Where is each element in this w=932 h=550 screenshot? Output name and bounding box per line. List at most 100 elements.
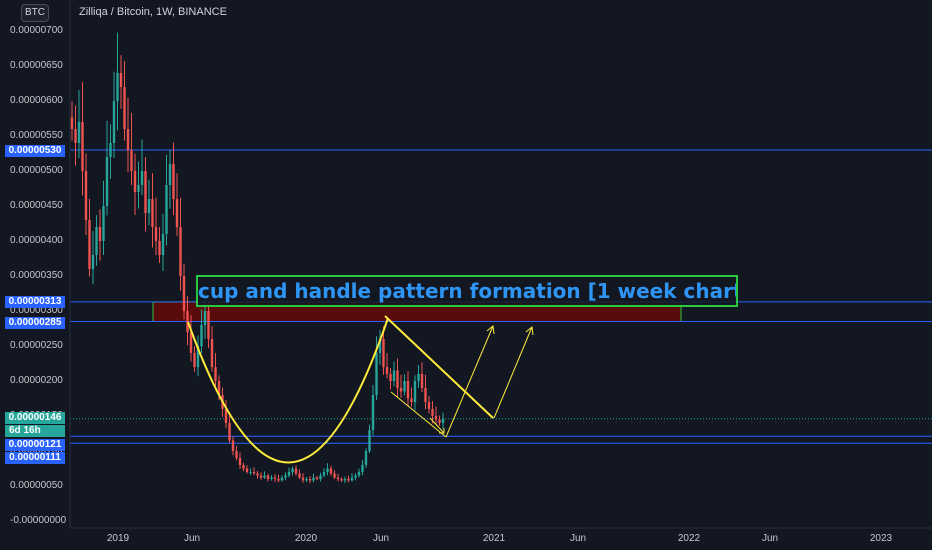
y-tick-label: 0.00000450 (10, 200, 63, 211)
candle-body (140, 171, 144, 185)
candle-body (119, 73, 123, 87)
candle-body (130, 150, 133, 171)
candle-body (91, 255, 95, 269)
candle-body (214, 367, 217, 381)
candle-body (70, 117, 74, 129)
x-tick-label: Jun (372, 533, 390, 544)
candle-body (179, 227, 182, 276)
candle-body (228, 423, 231, 441)
candle-body (389, 374, 392, 381)
candle-body (81, 122, 84, 171)
candle-body (427, 402, 431, 409)
candle-body (294, 468, 298, 474)
candle-body (375, 353, 378, 395)
candle-body (280, 477, 284, 481)
candle-body (84, 171, 88, 220)
candle-body (224, 409, 228, 423)
candle-body (266, 475, 270, 479)
candle-body (217, 381, 221, 395)
candle-body (95, 227, 98, 255)
candle-body (98, 227, 102, 241)
candle-body (196, 346, 200, 367)
candle-body (193, 353, 196, 367)
candle-body (392, 370, 396, 381)
currency-badge[interactable]: BTC (21, 4, 49, 22)
x-tick-label: 2022 (677, 533, 701, 544)
candle-body (315, 477, 319, 479)
candle-body (144, 171, 147, 213)
candle-body (406, 381, 410, 399)
x-tick-label: Jun (569, 533, 587, 544)
candle-body (368, 430, 371, 451)
cup-curve (187, 317, 389, 464)
bar-countdown-tag: 6d 16h (5, 425, 65, 437)
candle-body (263, 475, 266, 478)
pattern-drawings (187, 315, 534, 464)
y-tick-label: 0.00000400 (10, 235, 63, 246)
candle-body (249, 472, 252, 473)
candle-body (231, 440, 235, 451)
candle-body (396, 370, 399, 388)
candle-body (161, 234, 165, 255)
candle-body (378, 339, 382, 353)
x-tick-label: 2019 (106, 533, 130, 544)
y-tick-label: 0.00000550 (10, 130, 63, 141)
x-tick-label: Jun (183, 533, 201, 544)
candle-body (137, 185, 140, 192)
candle-body (413, 381, 417, 402)
y-tick-label: 0.00000250 (10, 340, 63, 351)
candle-body (256, 473, 259, 476)
candle-body (382, 339, 385, 367)
candle-body (308, 479, 312, 481)
price-tag-level4: 0.00000121 (5, 439, 65, 451)
candle-body (357, 472, 361, 476)
pattern-annotation[interactable]: cup and handle pattern formation [1 week… (196, 275, 738, 307)
x-tick-label: 2020 (294, 533, 318, 544)
current-price-tag: 0.00000146 (5, 412, 65, 424)
candle-body (333, 473, 336, 478)
candle-body (364, 451, 368, 465)
y-tick-label: 0.00000650 (10, 60, 63, 71)
candle-body (133, 171, 137, 192)
candle-body (74, 129, 77, 143)
candle-body (102, 206, 105, 241)
y-tick-label: 0.00000050 (10, 480, 63, 491)
candle-body (287, 472, 291, 476)
candle-body (168, 164, 172, 185)
candle-body (434, 416, 438, 420)
x-tick-label: 2023 (869, 533, 893, 544)
handle-support-line (390, 391, 447, 438)
candle-body (312, 477, 315, 481)
price-tag-level3: 0.00000285 (5, 317, 65, 329)
candle-body (77, 122, 81, 143)
candle-body (441, 418, 445, 423)
candle-body (284, 475, 287, 478)
candle-body (399, 388, 403, 392)
candles (70, 32, 445, 484)
candle-body (105, 157, 109, 206)
candle-body (410, 398, 413, 402)
candle-body (200, 325, 203, 346)
candle-body (431, 409, 434, 416)
candle-body (326, 468, 329, 472)
candle-body (424, 388, 427, 402)
handle-arrow (429, 417, 445, 434)
candle-body (417, 374, 420, 381)
candle-body (116, 73, 119, 101)
price-tag-level2: 0.00000313 (5, 296, 65, 308)
candle-body (301, 477, 305, 481)
projection-arrow-1 (445, 325, 495, 438)
candle-body (350, 477, 354, 481)
candle-body (371, 395, 375, 430)
y-tick-label: 0.00000700 (10, 25, 63, 36)
y-tick-label: -0.00000000 (10, 515, 67, 526)
candle-body (347, 479, 350, 481)
candle-body (305, 479, 308, 481)
candle-body (336, 477, 340, 479)
x-tick-label: 2021 (482, 533, 506, 544)
candle-body (354, 475, 357, 478)
candle-body (123, 87, 126, 129)
candle-body (385, 367, 389, 374)
candle-body (361, 465, 364, 472)
candle-body (158, 241, 161, 255)
